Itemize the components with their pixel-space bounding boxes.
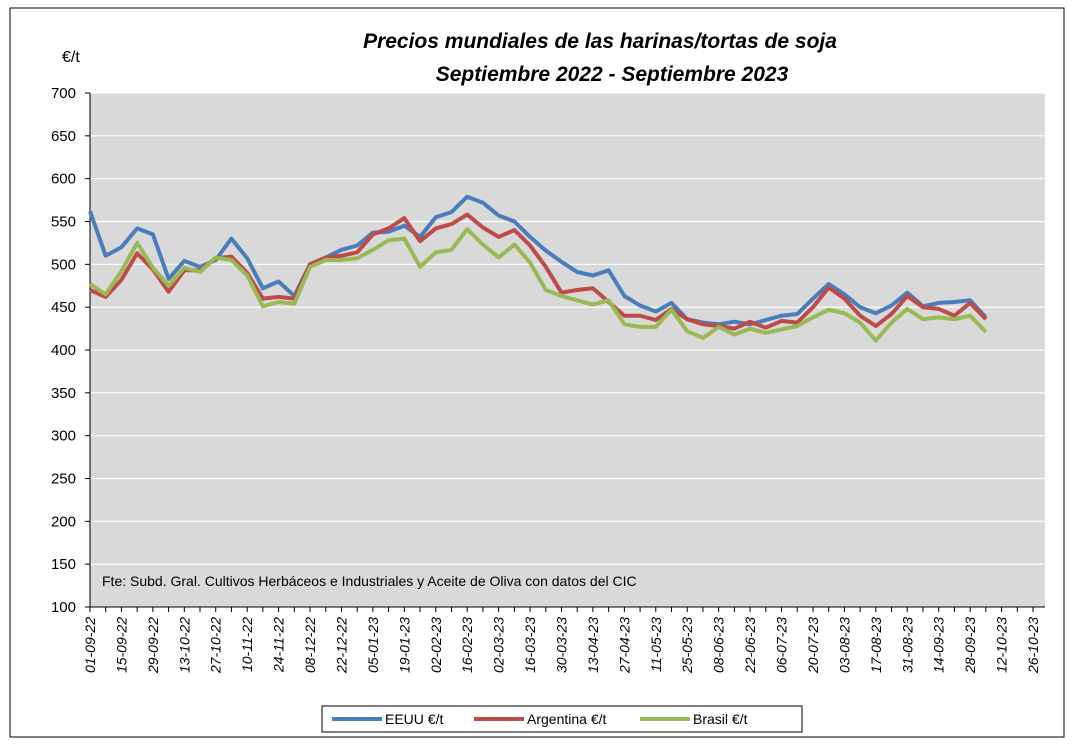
x-tick-label: 17-08-23 [868, 617, 884, 673]
y-tick-label: 150 [51, 556, 76, 573]
y-tick-label: 200 [51, 513, 76, 530]
y-axis-label: €/t [62, 49, 80, 66]
x-tick-label: 10-11-22 [239, 617, 255, 672]
x-tick-label: 27-10-22 [208, 617, 224, 674]
legend-label: Argentina €/t [527, 711, 606, 727]
x-tick-label: 08-12-22 [302, 617, 318, 673]
x-tick-label: 30-03-23 [554, 617, 570, 673]
x-tick-label: 27-04-23 [616, 617, 632, 674]
y-tick-label: 700 [51, 85, 76, 102]
annotation: Fte: Subd. Gral. Cultivos Herbáceos e In… [102, 573, 637, 589]
x-tick-label: 08-06-23 [711, 617, 727, 673]
x-tick-label: 19-01-23 [396, 617, 412, 673]
x-tick-label: 15-09-22 [113, 617, 129, 673]
x-tick-label: 14-09-23 [931, 617, 947, 673]
x-tick-label: 02-02-23 [428, 617, 444, 673]
x-tick-label: 16-02-23 [459, 617, 475, 673]
x-tick-label: 31-08-23 [899, 617, 915, 673]
x-tick-label: 22-06-23 [742, 617, 758, 674]
x-tick-label: 13-04-23 [585, 617, 601, 673]
x-tick-label: 05-01-23 [365, 617, 381, 673]
y-tick-label: 600 [51, 171, 76, 188]
x-tick-label: 20-07-23 [805, 617, 821, 674]
chart-title: Precios mundiales de las harinas/tortas … [363, 30, 837, 53]
x-tick-label: 06-07-23 [774, 617, 790, 673]
legend-label: EEUU €/t [385, 711, 443, 727]
x-tick-label: 24-11-22 [271, 617, 287, 673]
y-tick-label: 250 [51, 471, 76, 488]
x-tick-label: 02-03-23 [491, 617, 507, 673]
legend-box [321, 705, 803, 733]
x-tick-label: 29-09-22 [145, 617, 161, 674]
y-tick-label: 500 [51, 256, 76, 273]
x-tick-label: 03-08-23 [836, 617, 852, 673]
series-line [89, 212, 988, 331]
y-tick-label: 300 [51, 428, 76, 445]
x-tick-label: 25-05-23 [679, 617, 695, 674]
x-tick-label: 12-10-23 [994, 617, 1010, 673]
x-tick-label: 28-09-23 [962, 617, 978, 674]
y-tick-label: 400 [51, 342, 76, 359]
series-line [88, 227, 988, 343]
y-tick-label: 550 [51, 214, 76, 231]
y-tick-label: 350 [51, 385, 76, 402]
legend-label: Brasil €/t [693, 711, 748, 727]
x-tick-label: 22-12-22 [333, 617, 349, 674]
x-tick-label: 16-03-23 [522, 617, 538, 673]
series-line [88, 194, 988, 327]
x-tick-label: 26-10-23 [1025, 617, 1041, 674]
x-tick-label: 11-05-23 [648, 617, 664, 672]
y-tick-label: 450 [51, 299, 76, 316]
y-tick-label: 100 [51, 599, 76, 616]
chart-subtitle: Septiembre 2022 - Septiembre 2023 [436, 63, 789, 86]
x-tick-label: 13-10-22 [176, 617, 192, 673]
x-tick-label: 01-09-22 [82, 617, 98, 673]
y-tick-label: 650 [51, 128, 76, 145]
